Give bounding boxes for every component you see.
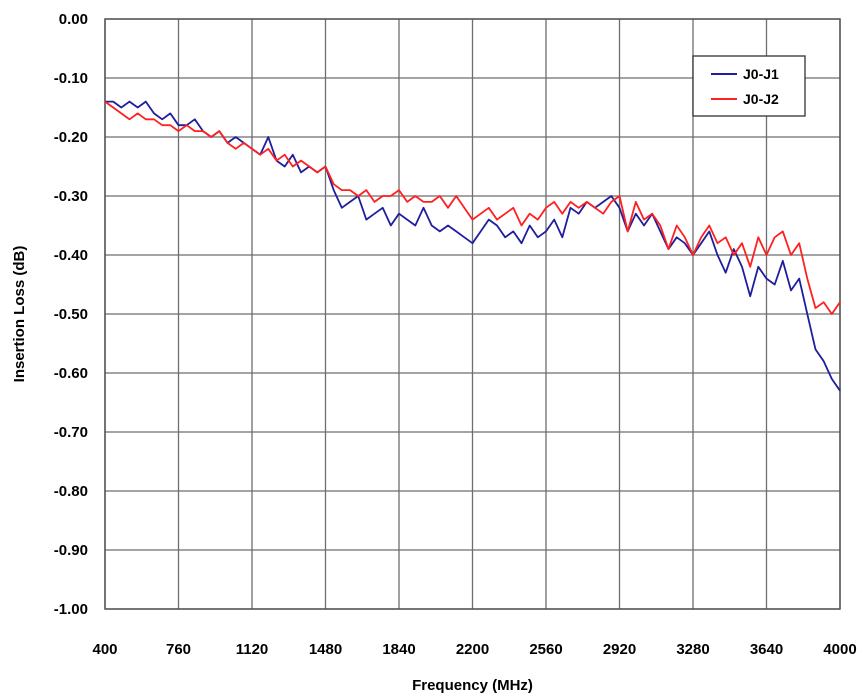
y-tick-label: -0.20 — [54, 129, 88, 146]
y-tick-label: -0.40 — [54, 247, 88, 264]
x-tick-label: 2560 — [529, 641, 562, 658]
x-tick-label: 3280 — [676, 641, 709, 658]
legend-label: J0-J2 — [743, 91, 779, 107]
y-tick-labels: 0.00 -0.10 -0.20 -0.30 -0.40 -0.50 -0.60 -0.70 -… — [54, 11, 88, 618]
y-tick-label: -1.00 — [54, 601, 88, 618]
y-tick-label: -0.30 — [54, 188, 88, 205]
y-tick-label: -0.70 — [54, 424, 88, 441]
x-tick-label: 760 — [166, 641, 191, 658]
x-axis-title: Frequency (MHz) — [412, 677, 533, 694]
series-line-j0-j2 — [104, 100, 841, 315]
x-tick-label: 2920 — [603, 641, 636, 658]
x-tick-label: 400 — [92, 641, 117, 658]
x-tick-label: 2200 — [456, 641, 489, 658]
series-lines — [104, 100, 841, 392]
y-tick-label: -0.80 — [54, 483, 88, 500]
y-tick-label: 0.00 — [59, 11, 88, 28]
x-tick-labels: 400 760 1120 1480 1840 2200 2560 2920 3280 3640 40… — [92, 641, 856, 658]
y-tick-label: -0.90 — [54, 542, 88, 559]
x-tick-label: 1120 — [236, 641, 269, 658]
x-tick-label: 1840 — [382, 641, 415, 658]
legend-box — [692, 55, 806, 117]
legend-label: J0-J1 — [743, 66, 779, 82]
y-tick-label: -0.60 — [54, 365, 88, 382]
x-tick-label: 4000 — [823, 641, 856, 658]
y-axis-title: Insertion Loss (dB) — [11, 246, 28, 383]
x-tick-label: 1480 — [309, 641, 342, 658]
legend: J0-J1 J0-J2 — [692, 55, 806, 117]
x-tick-label: 3640 — [750, 641, 783, 658]
y-tick-label: -0.10 — [54, 70, 88, 87]
plot-area-frame — [104, 18, 841, 610]
y-tick-label: -0.50 — [54, 306, 88, 323]
